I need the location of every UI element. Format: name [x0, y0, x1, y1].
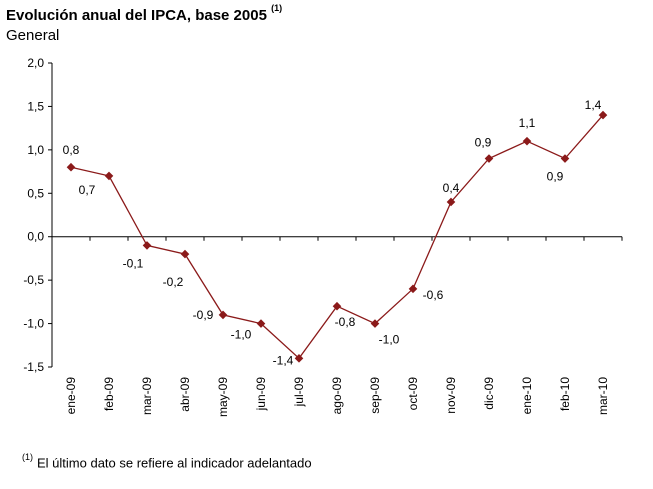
y-tick-label: -1,0	[23, 317, 44, 331]
y-tick-label: 2,0	[27, 56, 44, 70]
data-point	[66, 162, 76, 172]
data-label: -1,0	[231, 328, 252, 342]
chart-subtitle: General	[6, 27, 60, 44]
x-tick-label: may-09	[216, 377, 230, 417]
x-tick-label: nov-09	[444, 377, 458, 414]
y-tick-label: 1,0	[27, 143, 44, 157]
x-axis-tick-labels: ene-09 feb-09 mar-09 abr-09 may-09 jun-09 jul-…	[64, 377, 610, 417]
y-tick-label: -0,5	[23, 273, 44, 287]
x-tick-label: jun-09	[254, 377, 268, 412]
data-point	[560, 154, 570, 163]
data-point	[142, 241, 152, 250]
data-label: -0,6	[423, 288, 444, 302]
y-tick-label: -1,5	[23, 360, 44, 374]
data-point	[180, 249, 190, 259]
x-tick-label: feb-09	[102, 377, 116, 411]
x-tick-label: mar-10	[596, 377, 610, 415]
data-label: 0,9	[475, 136, 492, 150]
data-label: -0,1	[123, 256, 144, 270]
chart-title-text: Evolución anual del IPCA, base 2005	[6, 7, 267, 24]
y-tick-label: 1,5	[27, 99, 44, 113]
data-point	[332, 301, 342, 311]
y-tick-label: 0,5	[27, 186, 44, 200]
data-label: 0,7	[79, 183, 96, 197]
y-axis-tick-labels: 2,0 1,5 1,0 0,5 0,0 -0,5 -1,0 -1,5	[23, 56, 44, 374]
y-tick-label: 0,0	[27, 230, 44, 244]
data-point	[218, 310, 228, 320]
chart-axes	[48, 62, 623, 368]
data-points	[66, 110, 608, 363]
data-label: -1,0	[379, 333, 400, 347]
data-labels: 0,8 0,7 -0,1 -0,2 -0,9 -1,0 -1,4 -0,8 -1,0 -0,6 0,…	[63, 98, 602, 367]
data-point	[484, 154, 494, 163]
footnote-mark: (1)	[22, 452, 33, 462]
x-tick-label: jul-09	[292, 377, 306, 408]
data-point	[370, 319, 380, 328]
x-tick-label: oct-09	[406, 377, 420, 411]
footnote: (1) El último dato se refiere al indicado…	[22, 452, 312, 471]
x-tick-label: ago-09	[330, 377, 344, 415]
data-point	[408, 284, 418, 294]
data-label: 0,9	[547, 170, 564, 184]
data-point	[446, 197, 456, 207]
x-tick-label: mar-09	[140, 377, 154, 415]
x-tick-label: dic-09	[482, 377, 496, 410]
data-point	[294, 354, 304, 363]
data-label: -0,2	[163, 275, 184, 289]
x-tick-label: sep-09	[368, 377, 382, 414]
data-label: 1,1	[519, 116, 536, 130]
data-label: -0,9	[193, 308, 214, 322]
data-label: -0,8	[335, 315, 356, 329]
data-point	[598, 110, 608, 120]
chart-title: Evolución anual del IPCA, base 2005 (1)	[6, 3, 283, 24]
x-tick-label: ene-10	[520, 377, 534, 415]
data-label: 1,4	[585, 98, 602, 112]
data-label: 0,4	[443, 181, 460, 195]
footnote-text: El último dato se refiere al indicador a…	[37, 455, 312, 471]
data-label: -1,4	[273, 353, 294, 367]
x-tick-label: feb-10	[558, 377, 572, 411]
x-tick-label: abr-09	[178, 377, 192, 412]
title-note: (1)	[271, 3, 283, 13]
data-label: 0,8	[63, 143, 80, 157]
data-point	[522, 136, 532, 146]
data-point	[256, 319, 266, 328]
data-point	[104, 171, 114, 181]
x-tick-label: ene-09	[64, 377, 78, 415]
